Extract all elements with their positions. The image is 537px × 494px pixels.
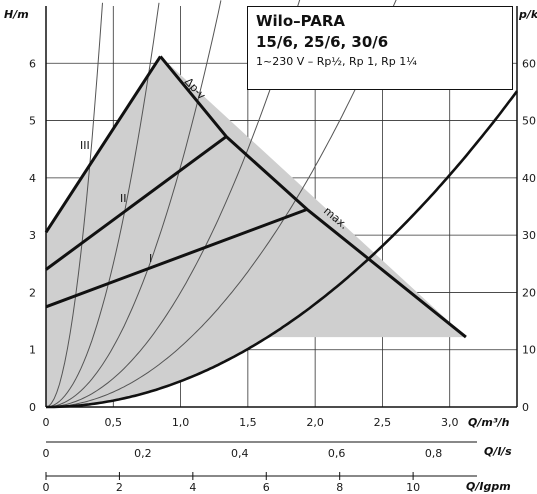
system-curve [45,0,222,408]
x-tick-label-m3h: 1,0 [172,416,190,429]
x-tick-label-igpm: 10 [406,481,420,494]
y-tick-label-head: 2 [29,286,36,299]
x-axis-title-flow-igpm: Q/Igpm [466,480,511,493]
label-speed-III: III [80,139,90,152]
series-line-Δp-v [159,55,467,339]
x-tick-label-m3h: 0,5 [105,416,123,429]
y-tick-label-pressure: 30 [522,229,536,242]
system-curve [45,2,160,408]
y-tick-label-head: 1 [29,344,36,357]
series-line-III [44,55,162,234]
system-curve [46,90,519,409]
x-tick-label-igpm: 0 [43,481,50,494]
series-line-I [45,207,308,309]
series-lines [44,55,467,339]
x-tick-label-m3h: 0 [43,416,50,429]
x-axis-title-flow-m3h: Q/m³/h [468,416,510,429]
system-curves [45,0,519,409]
x-tick-label-ls: 0,2 [134,447,152,460]
y-tick-label-pressure: 50 [522,115,536,128]
system-curve [45,2,103,408]
y-tick-label-pressure: 20 [522,286,536,299]
label-speed-I: I [149,252,152,265]
x-tick-label-ls: 0,6 [328,447,346,460]
y-tick-label-head: 4 [29,172,36,185]
x-tick-label-m3h: 1,5 [239,416,257,429]
y-tick-label-head: 3 [29,229,36,242]
y-tick-label-head: 6 [29,57,36,70]
series-line-II [45,135,228,271]
axes [45,6,518,480]
pump-title: Wilo–PARA [256,12,346,30]
x-tick-label-ls: 0 [43,447,50,460]
x-tick-label-igpm: 2 [116,481,123,494]
title-box: Wilo–PARA 15/6, 25/6, 30/6 1~230 V – Rp½… [247,6,513,90]
y-tick-label-pressure: 40 [522,172,536,185]
system-curve [46,0,397,408]
x-tick-label-m3h: 3,0 [441,416,459,429]
x-tick-label-igpm: 6 [263,481,270,494]
y-tick-label-pressure: 60 [522,57,536,70]
operating-area [46,56,466,407]
x-tick-label-ls: 0,4 [231,447,249,460]
system-curve [46,0,301,408]
x-tick-label-igpm: 4 [189,481,196,494]
x-tick-label-igpm: 8 [336,481,343,494]
x-tick-label-m3h: 2,0 [306,416,324,429]
pump-spec: 1~230 V – Rp½, Rp 1, Rp 1¼ [256,55,417,68]
pump-models: 15/6, 25/6, 30/6 [256,33,389,51]
y-tick-label-pressure: 10 [522,344,536,357]
y-axis-title-head: H/m [4,8,29,21]
y-axis-title-pressure: p/kPa [518,8,537,21]
y-tick-label-head: 5 [29,115,36,128]
y-tick-label-head: 0 [29,401,36,414]
label-speed-II: II [120,192,127,205]
x-tick-label-ls: 0,8 [425,447,443,460]
x-axis-title-flow-ls: Q/l/s [484,445,512,458]
x-tick-label-m3h: 2,5 [374,416,392,429]
y-tick-label-pressure: 0 [522,401,529,414]
tick-labels: 0 0,5 1,0 1,5 2,0 2,5 3,0012345601020304050600… [29,57,536,494]
